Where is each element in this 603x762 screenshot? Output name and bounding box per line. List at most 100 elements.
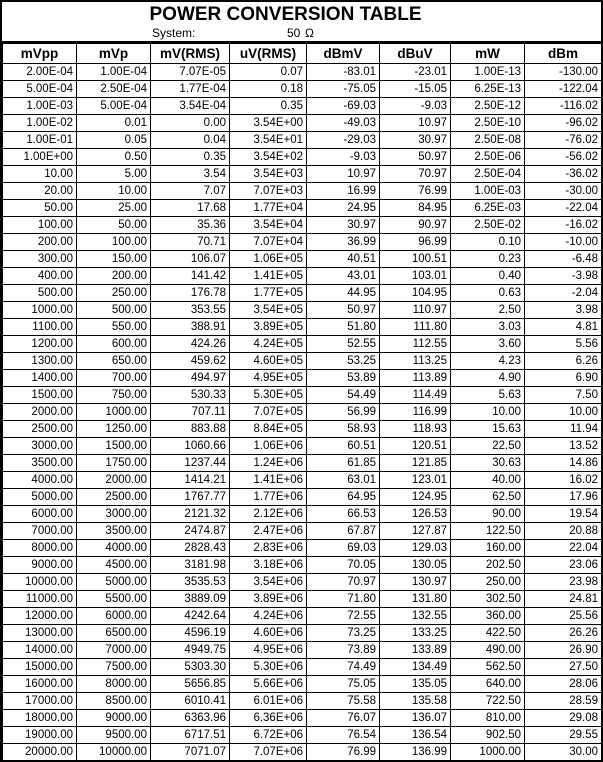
table-cell: 9000.00 xyxy=(76,709,151,727)
table-row: 19000.00 9500.00 6717.51 6.72E+06 76.54 136.5… xyxy=(2,726,601,744)
table-cell: 1000.00 xyxy=(450,743,525,760)
table-cell: 1.06E+05 xyxy=(229,250,307,268)
table-cell: 100.00 xyxy=(76,233,151,251)
table-cell: 12000.00 xyxy=(2,607,77,625)
table-cell: 1500.00 xyxy=(76,437,151,455)
table-cell: 121.85 xyxy=(379,454,451,472)
column-header-row: mVpp mVp mV(RMS) uV(RMS) dBmV dBuV mW dBm xyxy=(2,43,601,64)
column-header-mw: mW xyxy=(450,43,525,64)
table-cell: 3.89E+05 xyxy=(229,318,307,336)
table-cell: 43.01 xyxy=(306,267,380,285)
table-cell: 44.95 xyxy=(306,284,380,302)
table-cell: 29.55 xyxy=(524,726,601,744)
conversion-table: mVpp mVp mV(RMS) uV(RMS) dBmV dBuV mW dBm 2.00E… xyxy=(2,43,601,760)
table-cell: 3.54E+05 xyxy=(229,301,307,319)
table-header-section: POWER CONVERSION TABLE System: 50 Ω xyxy=(2,2,601,43)
table-row: 11000.00 5500.00 3889.09 3.89E+06 71.80 131.8… xyxy=(2,590,601,608)
table-cell: 5.63 xyxy=(450,386,525,404)
table-cell: 127.87 xyxy=(379,522,451,540)
table-cell: 1060.66 xyxy=(150,437,230,455)
table-cell: 35.36 xyxy=(150,216,230,234)
table-cell: 3500.00 xyxy=(2,454,77,472)
table-cell: 72.55 xyxy=(306,607,380,625)
table-cell: -49.03 xyxy=(306,114,380,132)
table-cell: 124.95 xyxy=(379,488,451,506)
table-row: 1.00E+00 0.50 0.35 3.54E+02 -9.03 50.97 2.50E-… xyxy=(2,148,601,166)
table-cell: 0.00 xyxy=(150,114,230,132)
table-row: 14000.00 7000.00 4949.75 4.95E+06 73.89 133.8… xyxy=(2,641,601,659)
table-cell: -9.03 xyxy=(379,97,451,115)
table-cell: 132.55 xyxy=(379,607,451,625)
table-row: 400.00 200.00 141.42 1.41E+05 43.01 103.01 0.4… xyxy=(2,267,601,285)
table-row: 6000.00 3000.00 2121.32 2.12E+06 66.53 126.53… xyxy=(2,505,601,523)
table-cell: 24.81 xyxy=(524,590,601,608)
table-row: 1400.00 700.00 494.97 4.95E+05 53.89 113.89 4.… xyxy=(2,369,601,387)
table-cell: 122.50 xyxy=(450,522,525,540)
table-cell: 7.07E+03 xyxy=(229,182,307,200)
table-cell: 3.54E-04 xyxy=(150,97,230,115)
table-cell: 64.95 xyxy=(306,488,380,506)
table-cell: 63.01 xyxy=(306,471,380,489)
table-cell: 4.24E+05 xyxy=(229,335,307,353)
table-cell: 700.00 xyxy=(76,369,151,387)
table-cell: 126.53 xyxy=(379,505,451,523)
table-cell: 2474.87 xyxy=(150,522,230,540)
table-cell: 0.35 xyxy=(150,148,230,166)
table-cell: 30.97 xyxy=(379,131,451,149)
table-cell: 25.00 xyxy=(76,199,151,217)
table-cell: 2.50E-10 xyxy=(450,114,525,132)
table-row: 5000.00 2500.00 1767.77 1.77E+06 64.95 124.95… xyxy=(2,488,601,506)
table-cell: 1.00E-13 xyxy=(450,63,525,81)
table-cell: 76.54 xyxy=(306,726,380,744)
table-row: 2.00E-04 1.00E-04 7.07E-05 0.07 -83.01 -23.01… xyxy=(2,63,601,81)
table-cell: 4949.75 xyxy=(150,641,230,659)
table-cell: 2.50E-06 xyxy=(450,148,525,166)
table-cell: 550.00 xyxy=(76,318,151,336)
table-cell: 20000.00 xyxy=(2,743,77,760)
table-cell: 70.97 xyxy=(379,165,451,183)
table-cell: 27.50 xyxy=(524,658,601,676)
table-cell: 141.42 xyxy=(150,267,230,285)
table-cell: 6.25E-03 xyxy=(450,199,525,217)
table-cell: 2.47E+06 xyxy=(229,522,307,540)
table-cell: 7000.00 xyxy=(76,641,151,659)
table-cell: 7500.00 xyxy=(76,658,151,676)
table-cell: 136.07 xyxy=(379,709,451,727)
table-row: 10.00 5.00 3.54 3.54E+03 10.97 70.97 2.50E-04-… xyxy=(2,165,601,183)
table-cell: 136.99 xyxy=(379,743,451,760)
table-row: 17000.00 8500.00 6010.41 6.01E+06 75.58 135.5… xyxy=(2,692,601,710)
table-cell: 300.00 xyxy=(2,250,77,268)
table-cell: 0.50 xyxy=(76,148,151,166)
table-cell: 58.93 xyxy=(306,420,380,438)
table-cell: 6500.00 xyxy=(76,624,151,642)
table-cell: 500.00 xyxy=(2,284,77,302)
table-cell: 73.25 xyxy=(306,624,380,642)
table-cell: 6000.00 xyxy=(76,607,151,625)
table-cell: 400.00 xyxy=(2,267,77,285)
table-cell: 1750.00 xyxy=(76,454,151,472)
table-cell: 883.88 xyxy=(150,420,230,438)
table-cell: 1.77E-04 xyxy=(150,80,230,98)
table-cell: 3181.98 xyxy=(150,556,230,574)
table-cell: 2.50 xyxy=(450,301,525,319)
table-cell: -9.03 xyxy=(306,148,380,166)
system-row: System: 50 Ω xyxy=(2,26,601,41)
table-cell: 8000.00 xyxy=(2,539,77,557)
table-row: 10000.00 5000.00 3535.53 3.54E+06 70.97 130.9… xyxy=(2,573,601,591)
table-row: 50.00 25.00 17.68 1.77E+04 24.95 84.95 6.25E-0… xyxy=(2,199,601,217)
table-cell: 6.90 xyxy=(524,369,601,387)
table-cell: 133.25 xyxy=(379,624,451,642)
column-header-mvrms: mV(RMS) xyxy=(150,43,230,64)
table-cell: 0.07 xyxy=(229,63,307,81)
table-cell: 3.03 xyxy=(450,318,525,336)
table-cell: 5303.30 xyxy=(150,658,230,676)
table-cell: 3535.53 xyxy=(150,573,230,591)
table-cell: 17.68 xyxy=(150,199,230,217)
table-cell: 60.51 xyxy=(306,437,380,455)
table-cell: 10.00 xyxy=(450,403,525,421)
table-cell: 1.00E-01 xyxy=(2,131,77,149)
table-cell: 2828.43 xyxy=(150,539,230,557)
table-cell: 5.56 xyxy=(524,335,601,353)
table-cell: 3500.00 xyxy=(76,522,151,540)
table-cell: 650.00 xyxy=(76,352,151,370)
